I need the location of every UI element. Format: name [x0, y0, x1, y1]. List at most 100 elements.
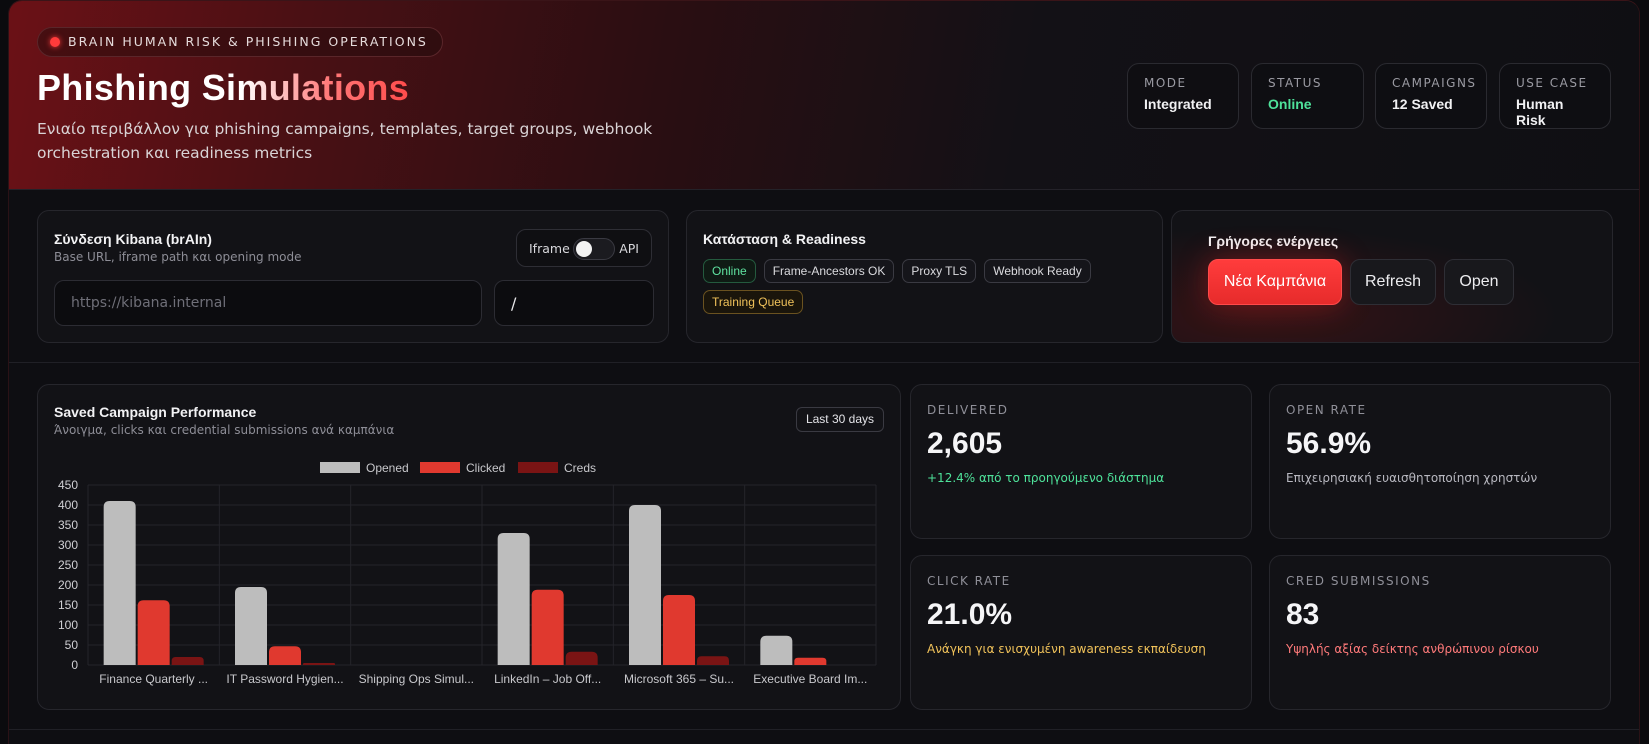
bar-opened — [235, 587, 267, 665]
bar-clicked — [269, 646, 301, 665]
metric-value: 2,605 — [927, 427, 1003, 460]
y-tick-label: 150 — [58, 598, 78, 612]
readiness-chip: Proxy TLS — [902, 259, 977, 283]
x-tick-label: Finance Quarterly ... — [99, 672, 208, 686]
readiness-chip: Online — [703, 259, 756, 283]
y-tick-label: 200 — [58, 578, 78, 592]
metric-note: Ανάγκη για ενισχυμένη awareness εκπαίδευ… — [927, 642, 1206, 656]
new-campaign-button[interactable]: Νέα Καμπάνια — [1208, 259, 1342, 305]
hero-header: BRAIN HUMAN RISK & PHISHING OPERATIONS P… — [9, 1, 1639, 190]
bar-creds — [697, 656, 729, 665]
metric-label: OPEN RATE — [1286, 403, 1367, 417]
quick-actions-title: Γρήγορες ενέργειες — [1208, 233, 1339, 249]
stat-value: Online — [1268, 96, 1312, 112]
y-tick-label: 50 — [65, 638, 79, 652]
toggle-label-iframe: Iframe — [529, 241, 570, 256]
bar-creds — [171, 657, 204, 665]
stat-label: CAMPAIGNS — [1392, 76, 1477, 90]
y-tick-label: 250 — [58, 558, 78, 572]
quick-actions-card: Γρήγορες ενέργειες Νέα Καμπάνια Refresh … — [1171, 210, 1613, 343]
refresh-button[interactable]: Refresh — [1350, 259, 1436, 305]
bar-opened — [103, 501, 136, 665]
readiness-chip: Webhook Ready — [984, 259, 1091, 283]
bar-clicked — [531, 589, 564, 665]
stat-use-case: USE CASE Human Risk — [1499, 63, 1611, 129]
open-button[interactable]: Open — [1444, 259, 1514, 305]
stat-value: Integrated — [1144, 96, 1212, 112]
x-tick-label: Executive Board Im... — [753, 672, 867, 686]
metric-label: DELIVERED — [927, 403, 1009, 417]
stat-label: USE CASE — [1516, 76, 1588, 90]
mode-toggle[interactable]: Iframe API — [516, 229, 652, 267]
metric-note: Επιχειρησιακή ευαισθητοποίηση χρηστών — [1286, 471, 1538, 485]
stat-status: STATUS Online — [1251, 63, 1364, 129]
legend-label: Creds — [564, 461, 596, 475]
x-tick-label: Microsoft 365 – Su... — [624, 672, 734, 686]
kibana-subtitle: Base URL, iframe path και opening mode — [54, 250, 302, 264]
legend-swatch — [320, 462, 360, 473]
metric-note: Υψηλής αξίας δείκτης ανθρώπινου ρίσκου — [1286, 642, 1539, 656]
metric-click-rate: CLICK RATE 21.0% Ανάγκη για ενισχυμένη a… — [910, 555, 1252, 710]
y-tick-label: 400 — [58, 498, 78, 512]
bar-clicked — [794, 657, 827, 665]
metric-value: 21.0% — [927, 598, 1013, 631]
bar-chart: Opened Clicked Creds 0 50 100 150 200 250 300 350 4… — [58, 461, 877, 686]
readiness-chips: Online Frame-Ancestors OK Proxy TLS Webhook… — [703, 259, 1153, 321]
bar-clicked — [137, 600, 170, 665]
legend-swatch — [420, 462, 460, 473]
y-tick-label: 0 — [71, 658, 78, 672]
page-subtitle: Ενιαίο περιβάλλον για phishing campaigns… — [37, 120, 653, 162]
y-tick-label: 450 — [58, 478, 78, 492]
y-tick-label: 350 — [58, 518, 78, 532]
bar-creds — [565, 651, 598, 665]
readiness-chip: Training Queue — [703, 290, 804, 314]
stat-mode: MODE Integrated — [1127, 63, 1239, 129]
kibana-url-input[interactable] — [54, 280, 482, 326]
metric-label: CLICK RATE — [927, 574, 1011, 588]
x-tick-label: IT Password Hygien... — [226, 672, 343, 686]
y-tick-label: 100 — [58, 618, 78, 632]
kibana-connection-card: Σύνδεση Kibana (brAIn) Base URL, iframe … — [37, 210, 669, 343]
readiness-card: Κατάσταση & Readiness Online Frame-Ancest… — [686, 210, 1163, 343]
divider — [9, 729, 1639, 730]
y-tick-label: 300 — [58, 538, 78, 552]
date-range-button[interactable]: Last 30 days — [795, 407, 884, 432]
stat-value: Human Risk — [1516, 96, 1564, 128]
metric-value: 56.9% — [1286, 427, 1372, 460]
toggle-knob — [576, 241, 592, 257]
stat-label: STATUS — [1268, 76, 1323, 90]
stat-value: 12 Saved — [1392, 96, 1453, 112]
readiness-title: Κατάσταση & Readiness — [703, 231, 866, 247]
chart-panel-subtitle: Άνοιγμα, clicks και credential submissio… — [54, 423, 395, 437]
metric-label: CRED SUBMISSIONS — [1286, 574, 1431, 588]
bar-creds — [303, 663, 335, 665]
metric-open-rate: OPEN RATE 56.9% Επιχειρησιακή ευαισθητοπ… — [1269, 384, 1611, 539]
kibana-path-input[interactable] — [494, 280, 654, 326]
page-title: Phishing Simulations — [37, 67, 410, 108]
app-frame: BRAIN HUMAN RISK & PHISHING OPERATIONS P… — [8, 0, 1640, 744]
controls-row: Σύνδεση Kibana (brAIn) Base URL, iframe … — [9, 190, 1639, 363]
kibana-title: Σύνδεση Kibana (brAIn) — [54, 231, 212, 247]
bar-opened — [497, 533, 530, 665]
readiness-chip: Frame-Ancestors OK — [763, 259, 895, 283]
toggle-label-api: API — [619, 241, 639, 256]
metric-note: +12.4% από το προηγούμενο διάστημα — [927, 471, 1165, 485]
toggle-switch[interactable] — [573, 238, 615, 260]
legend-label: Opened — [366, 461, 409, 475]
bar-clicked — [663, 595, 695, 665]
metric-value: 83 — [1286, 598, 1320, 631]
legend-label: Clicked — [466, 461, 505, 475]
bar-opened — [760, 635, 793, 665]
chart-panel-title: Saved Campaign Performance — [54, 404, 257, 420]
x-tick-label: LinkedIn – Job Off... — [494, 672, 601, 686]
campaign-performance-card: Saved Campaign Performance Άνοιγμα, clic… — [37, 384, 901, 710]
bar-opened — [629, 505, 661, 665]
stat-campaigns: CAMPAIGNS 12 Saved — [1375, 63, 1487, 129]
metric-cred-submissions: CRED SUBMISSIONS 83 Υψηλής αξίας δείκτης… — [1269, 555, 1611, 710]
eyebrow-badge: BRAIN HUMAN RISK & PHISHING OPERATIONS — [37, 27, 443, 57]
x-tick-label: Shipping Ops Simul... — [359, 672, 474, 686]
eyebrow-text: BRAIN HUMAN RISK & PHISHING OPERATIONS — [68, 34, 428, 49]
status-dot-icon — [50, 37, 60, 47]
stat-label: MODE — [1144, 76, 1187, 90]
metric-delivered: DELIVERED 2,605 +12.4% από το προηγούμεν… — [910, 384, 1252, 539]
